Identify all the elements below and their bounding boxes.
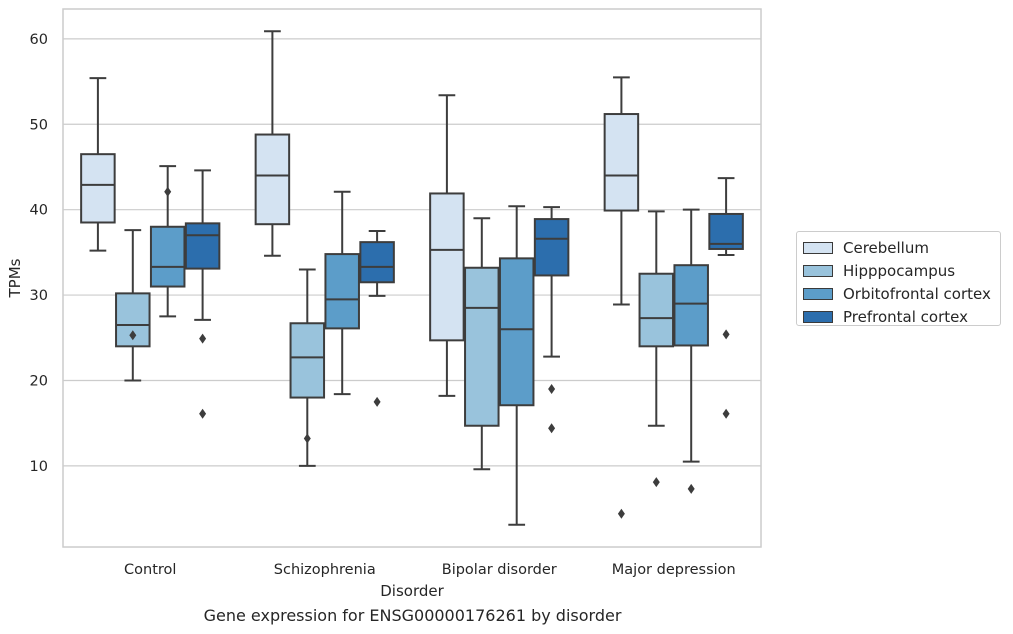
legend-label: Prefrontal cortex <box>843 307 968 326</box>
box <box>464 266 500 427</box>
outlier-point <box>722 408 730 419</box>
y-tick-label: 50 <box>30 117 48 133</box>
box <box>498 257 535 407</box>
x-axis-ticks: Control Schizophrenia Bipolar disorder Majo… <box>124 562 736 578</box>
gridlines <box>63 38 761 467</box>
box-group <box>603 76 640 519</box>
box-group <box>359 230 395 407</box>
y-tick-label: 60 <box>30 32 48 48</box>
box <box>673 264 709 347</box>
outlier-point <box>129 330 137 341</box>
outlier-point <box>722 329 730 340</box>
box <box>603 113 640 212</box>
legend-label: Hipppocampus <box>843 261 956 280</box>
legend: Cerebellum Hipppocampus Orbitofrontal co… <box>796 231 1001 326</box>
outlier-point <box>652 477 660 488</box>
box <box>324 253 360 330</box>
box-group <box>673 208 709 494</box>
plot-area-frame <box>62 8 762 548</box>
box-group <box>429 94 465 397</box>
box <box>80 153 116 224</box>
legend-swatch <box>803 287 833 300</box>
outlier-point <box>164 186 172 197</box>
outlier-point <box>617 508 625 519</box>
box <box>149 225 186 288</box>
box <box>254 133 291 226</box>
box <box>429 192 465 342</box>
y-axis-ticks: 10 20 30 40 50 60 <box>30 32 48 475</box>
legend-item: Prefrontal cortex <box>803 305 1000 328</box>
box <box>533 218 570 277</box>
box-group <box>80 77 116 252</box>
legend-item: Orbitofrontal cortex <box>803 282 1000 305</box>
box <box>638 272 675 348</box>
y-axis-label: TPMs <box>6 258 24 298</box>
box <box>289 322 326 399</box>
box-group <box>254 30 291 257</box>
box-group <box>324 190 360 396</box>
box <box>184 222 221 270</box>
legend-item: Cerebellum <box>803 236 1000 259</box>
outlier-point <box>548 423 556 434</box>
box-group <box>708 177 744 419</box>
outlier-point <box>373 396 381 407</box>
box-series <box>80 30 744 526</box>
outlier-point <box>199 333 207 344</box>
legend-swatch <box>803 264 833 277</box>
x-tick-label: Major depression <box>612 562 736 578</box>
outlier-point <box>303 433 311 444</box>
legend-label: Cerebellum <box>843 238 929 257</box>
legend-swatch <box>803 241 833 254</box>
box-group <box>533 206 570 434</box>
box-group <box>149 165 186 318</box>
x-axis-label: Disorder <box>380 582 444 600</box>
box-group <box>638 210 675 488</box>
x-tick-label: Control <box>124 562 176 578</box>
legend-item: Hipppocampus <box>803 259 1000 282</box>
outlier-point <box>199 408 207 419</box>
y-tick-label: 30 <box>30 288 48 304</box>
chart-caption: Gene expression for ENSG00000176261 by d… <box>203 606 622 625</box>
x-tick-label: Bipolar disorder <box>442 562 557 578</box>
box-group <box>115 229 151 382</box>
box-group <box>289 268 326 467</box>
outlier-point <box>548 384 556 395</box>
legend-label: Orbitofrontal cortex <box>843 284 991 303</box>
box-group <box>184 169 221 419</box>
legend-swatch <box>803 310 833 323</box>
outlier-point <box>687 483 695 494</box>
y-tick-label: 40 <box>30 203 48 219</box>
box-group <box>464 217 500 471</box>
y-tick-label: 20 <box>30 373 48 389</box>
y-tick-label: 10 <box>30 459 48 475</box>
x-tick-label: Schizophrenia <box>274 562 376 578</box>
box <box>359 241 395 284</box>
box-group <box>498 205 535 526</box>
